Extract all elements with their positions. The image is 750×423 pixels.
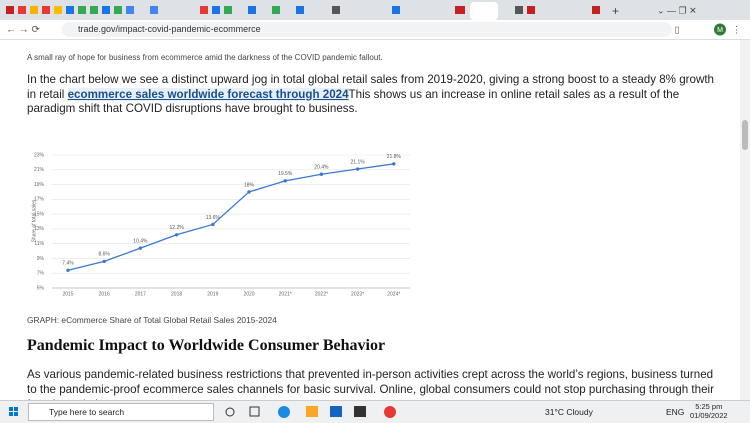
start-button[interactable] [0,401,28,423]
nav-buttons[interactable]: ← → ⟳ [0,20,60,39]
data-point [319,172,324,176]
data-point [392,162,396,166]
new-tab[interactable]: + [612,4,619,18]
tab-icons: + ⌄ — ❐ ✕ [6,2,697,20]
data-label: 8.6% [98,252,110,258]
search-placeholder: Type here to search [49,407,125,417]
x-tick-label: 2016 [99,291,110,297]
x-tick-label: 2022* [315,291,328,297]
clock[interactable]: 5:25 pm 01/09/2022 [690,402,728,420]
intro-text: This shows us an increase in online reta… [27,87,680,116]
y-tick-label: 15% [34,211,45,217]
forecast-link[interactable]: ecommerce sales worldwide forecast throu… [67,87,349,101]
y-tick-label: 5% [37,285,45,291]
data-label: 12.2% [170,225,185,231]
taskbar: Type here to search 31°C Cloudy ENG 5:25… [0,400,750,423]
svg-text:← → ⟳: ← → ⟳ [6,25,41,36]
intro-text: In the chart below we see a distinct upw… [27,73,715,101]
data-point [174,233,179,237]
y-tick-label: 7% [37,271,45,277]
x-tick-label: 2023* [351,291,364,297]
data-point [355,167,360,171]
data-point [138,246,143,250]
profile-avatar[interactable]: M [717,27,723,34]
url: trade.gov/impact-covid-pandemic-ecommerc… [78,24,261,34]
data-label: 21.1% [351,159,366,165]
data-point [247,190,251,194]
y-tick-label: 9% [37,256,45,262]
address-bar[interactable]: trade.gov/impact-covid-pandemic-ecommerc… [62,22,672,37]
data-label: 19.5% [278,171,293,177]
y-tick-label: 21% [34,167,45,173]
search-box[interactable]: Type here to search [28,403,214,421]
y-tick-label: 11% [34,241,44,247]
data-label: 18% [244,182,255,188]
svg-text:⋮: ⋮ [732,24,740,34]
time: 5:25 pm [695,402,723,411]
line-series [67,163,394,271]
x-tick-label: 2017 [135,291,146,297]
x-tick-label: 2021* [279,291,292,297]
data-point [211,222,215,227]
image-caption: A small ray of hope for business from ec… [27,53,383,62]
x-tick-label: 2015 [62,291,73,297]
tab-strip: + ⌄ — ❐ ✕ [0,0,750,20]
intro-paragraph: In the chart below we see a distinct upw… [27,73,717,117]
language[interactable]: ENG [666,407,685,417]
y-tick-label: 13% [34,226,45,232]
date: 01/09/2022 [690,411,728,420]
data-point [102,259,106,264]
x-tick-label: 2018 [171,291,182,297]
y-tick-label: 23% [34,152,45,158]
section-heading: Pandemic Impact to Worldwide Consumer Be… [27,337,386,354]
x-tick-label: 2024* [387,291,400,297]
data-point [283,179,287,183]
y-tick-label: 17% [34,197,45,203]
chart-caption: GRAPH: eCommerce Share of Total Global R… [27,315,277,325]
favicons [6,6,600,14]
y-tick-label: 19% [34,182,45,188]
x-tick-label: 2020 [243,291,254,297]
data-label: 21.8% [387,154,402,160]
data-label: 20.4% [314,165,329,171]
data-label: 10.4% [133,238,148,244]
data-point [66,268,70,272]
scrollbar[interactable] [740,40,750,400]
weather[interactable]: 31°C Cloudy [545,407,593,417]
data-label: 7.4% [62,261,74,267]
active-tab[interactable] [470,2,498,20]
chart: Share of total sales 5% 7% 9% 11% 13% 15% 17% 1… [31,152,410,297]
window-controls[interactable]: ⌄ — ❐ ✕ [657,5,697,15]
y-axis-title: Share of total sales [31,199,37,242]
pinned-apps[interactable] [220,401,400,423]
data-label: 13.6% [206,215,221,221]
x-tick-label: 2019 [207,291,218,297]
